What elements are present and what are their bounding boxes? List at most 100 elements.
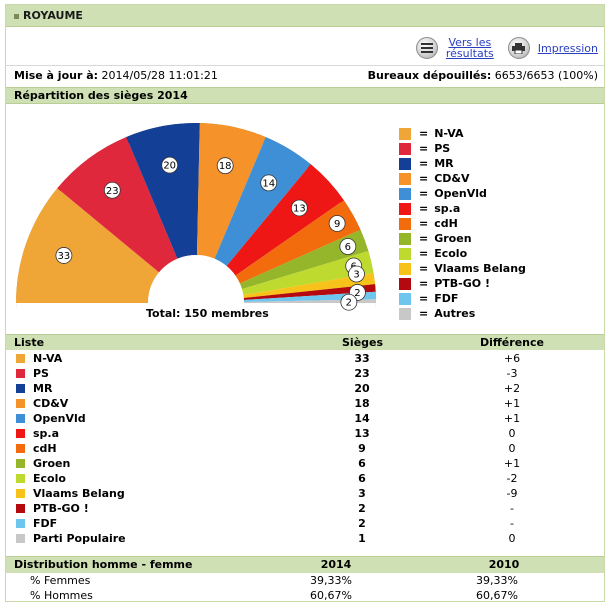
legend-item: = PS: [399, 141, 526, 156]
party-seats: 9: [358, 442, 366, 455]
printer-icon[interactable]: [507, 37, 530, 59]
legend-equals: =: [419, 127, 429, 140]
legend-label: PS: [434, 142, 451, 155]
legend-label: CD&V: [434, 172, 470, 185]
legend-item: = Autres: [399, 306, 526, 321]
legend-label: Vlaams Belang: [434, 262, 526, 275]
data-label-badge: [260, 174, 278, 192]
toolbar: Vers les résultats Impression: [415, 31, 598, 65]
update-value: 2014/05/28 11:01:21: [101, 69, 218, 82]
party-swatch: [16, 444, 25, 453]
data-label: 2: [346, 298, 352, 309]
slice-sp-a: [226, 164, 344, 276]
slice-n-va: [16, 188, 160, 303]
party-seats: 3: [358, 487, 366, 500]
party-swatch: [16, 459, 25, 468]
data-label: 33: [58, 251, 71, 262]
party-swatch: [16, 504, 25, 513]
party-name: CD&V: [33, 397, 69, 410]
table-row: Groen 6 +1: [6, 456, 604, 471]
legend-item: = FDF: [399, 291, 526, 306]
party-name: sp.a: [33, 427, 60, 440]
legend-equals: =: [419, 217, 429, 230]
table-row: OpenVld 14 +1: [6, 411, 604, 426]
distribution-label: % Femmes: [30, 574, 91, 587]
divider: [6, 65, 604, 66]
party-name: Groen: [33, 457, 71, 470]
list-icon[interactable]: [415, 37, 438, 59]
slice-ps: [57, 137, 178, 273]
results-link[interactable]: Vers les résultats: [446, 37, 494, 59]
slice-groen: [239, 229, 369, 290]
data-label: 14: [262, 178, 275, 189]
data-label: 3: [353, 270, 359, 281]
legend-item: = Groen: [399, 231, 526, 246]
results-link-line2[interactable]: résultats: [445, 47, 494, 60]
legend-equals: =: [419, 277, 429, 290]
distribution-year-2010: 2010: [488, 558, 520, 571]
party-diff: +1: [503, 457, 521, 470]
legend-swatch: [399, 232, 411, 245]
total-label: Total: 150 membres: [146, 307, 269, 320]
distribution-value-2010: 60,67%: [476, 589, 518, 602]
seat-chart: 332320181413966322: [16, 123, 376, 311]
legend-label: cdH: [434, 217, 458, 230]
legend-swatch: [399, 142, 411, 155]
legend-label: MR: [434, 157, 454, 170]
data-label: 23: [106, 186, 119, 197]
party-diff: -: [510, 502, 514, 515]
bureaux-label: Bureaux dépouillés:: [367, 69, 492, 82]
legend-item: = cdH: [399, 216, 526, 231]
table-row: PTB-GO ! 2 -: [6, 501, 604, 516]
party-diff: 0: [508, 442, 516, 455]
legend-swatch: [399, 217, 411, 230]
party-seats: 2: [358, 517, 366, 530]
distribution-title: Distribution homme - femme: [14, 558, 193, 571]
chart-legend: = N-VA = PS = MR = CD&V = OpenVld = sp.a = cdH = Groen =…: [399, 126, 526, 321]
distribution-value-2014: 60,67%: [310, 589, 352, 602]
party-seats: 23: [354, 367, 370, 380]
legend-equals: =: [419, 247, 429, 260]
chart-center-hole: [148, 255, 244, 303]
party-name: PS: [33, 367, 49, 380]
legend-equals: =: [419, 172, 429, 185]
data-label-badge: [339, 238, 357, 255]
party-swatch: [16, 489, 25, 498]
party-seats: 33: [354, 352, 370, 365]
legend-label: PTB-GO !: [434, 277, 490, 290]
legend-equals: =: [419, 232, 429, 245]
party-name: Vlaams Belang: [33, 487, 125, 500]
legend-item: = Vlaams Belang: [399, 261, 526, 276]
distribution-year-2014: 2014: [320, 558, 352, 571]
table-row: Ecolo 6 -2: [6, 471, 604, 486]
party-seats: 18: [354, 397, 370, 410]
table-row: PS 23 -3: [6, 366, 604, 381]
party-swatch: [16, 534, 25, 543]
legend-equals: =: [419, 187, 429, 200]
data-label-badge: [161, 156, 179, 174]
data-label: 13: [293, 203, 306, 214]
bullet-icon: [14, 13, 19, 19]
party-name: MR: [33, 382, 53, 395]
data-label: 2: [354, 288, 360, 299]
party-diff: -3: [506, 367, 518, 380]
distribution-row: % Hommes 60,67% 60,67%: [6, 588, 604, 603]
legend-swatch: [399, 292, 411, 305]
data-label-badge: [216, 157, 234, 175]
party-swatch: [16, 474, 25, 483]
party-diff: -: [510, 517, 514, 530]
party-name: PTB-GO !: [33, 502, 89, 515]
party-diff: 0: [508, 427, 516, 440]
data-label-badge: [348, 265, 365, 283]
party-swatch: [16, 519, 25, 528]
results-link-line1[interactable]: Vers les: [448, 36, 492, 49]
table-row: Parti Populaire 1 0: [6, 531, 604, 546]
legend-swatch: [399, 172, 411, 185]
bureaux-value: 6653/6653 (100%): [494, 69, 598, 82]
distribution-label: % Hommes: [30, 589, 93, 602]
legend-swatch: [399, 247, 411, 260]
legend-equals: =: [419, 307, 429, 320]
party-seats: 1: [358, 532, 366, 545]
legend-label: sp.a: [434, 202, 461, 215]
print-link[interactable]: Impression: [537, 41, 598, 55]
